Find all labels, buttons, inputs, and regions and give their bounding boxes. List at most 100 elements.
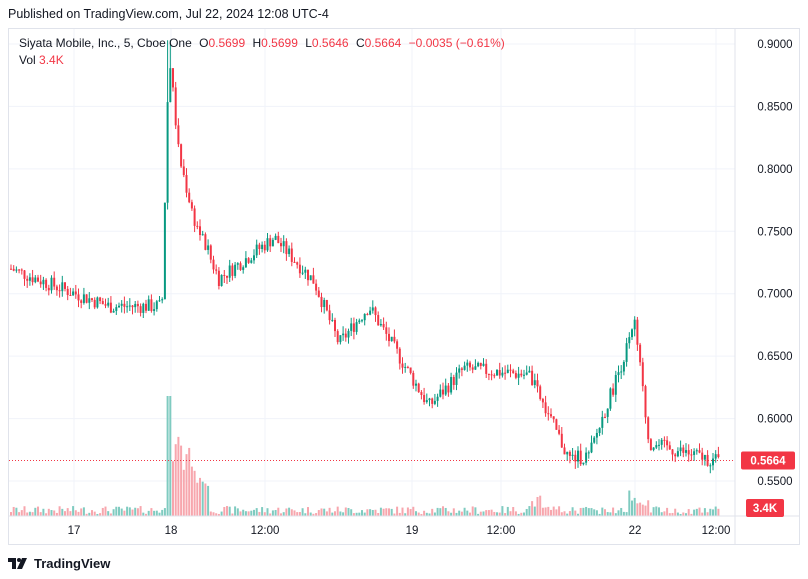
volume-bar xyxy=(371,509,374,516)
candle-body xyxy=(374,307,377,316)
candle-body xyxy=(177,125,180,145)
candle-body xyxy=(101,301,104,305)
time-axis[interactable]: 17 18 12:00 19 12:00 22 12:00 xyxy=(68,525,731,537)
candle-body xyxy=(107,302,110,306)
volume-bar xyxy=(617,510,620,516)
candle-body xyxy=(622,361,625,372)
volume-bar xyxy=(482,511,485,516)
candle-body xyxy=(474,366,477,370)
volume-bar xyxy=(693,509,696,516)
volume-bar xyxy=(363,512,366,516)
volume-bar xyxy=(463,507,466,516)
volume-bar xyxy=(118,506,120,516)
volume-bar xyxy=(377,513,380,516)
volume-bar xyxy=(93,511,96,516)
candle-body xyxy=(436,396,439,401)
volume-bar xyxy=(566,513,569,516)
candle-body xyxy=(371,307,374,311)
candle-body xyxy=(253,255,255,261)
candle-body xyxy=(625,343,628,362)
price-chart[interactable]: 0.9000 0.8500 0.8000 0.7500 0.7000 0.6500 0.60… xyxy=(9,29,799,544)
chart-pane[interactable]: 0.9000 0.8500 0.8000 0.7500 0.7000 0.6500 0.60… xyxy=(8,28,800,545)
price-tick-label: 0.6000 xyxy=(757,414,792,426)
volume-bar xyxy=(258,511,261,516)
volume-bar xyxy=(701,512,704,516)
candle-body xyxy=(628,337,631,344)
volume-bar xyxy=(269,513,272,516)
volume-bar xyxy=(112,509,115,516)
candle-body xyxy=(169,68,172,103)
volume-bar xyxy=(609,512,612,516)
candle-body xyxy=(123,303,126,307)
tradingview-brand[interactable]: TradingView xyxy=(8,553,110,573)
time-tick-label: 22 xyxy=(629,525,642,537)
volume-bar xyxy=(347,507,350,516)
candle-body xyxy=(644,386,647,418)
candle-body xyxy=(336,331,339,343)
volume-bar xyxy=(412,506,415,516)
legend-symbol[interactable]: Siyata Mobile, Inc., 5, Cboe One xyxy=(19,36,192,50)
candle-body xyxy=(23,270,26,279)
volume-bar xyxy=(512,507,515,516)
legend-row-volume: Vol 3.4K xyxy=(19,52,505,68)
legend-vol-value: 3.4K xyxy=(39,53,64,67)
volume-bar xyxy=(261,507,264,516)
candle-body xyxy=(687,450,690,455)
volume-bar xyxy=(628,490,631,516)
candle-body xyxy=(66,288,69,296)
volume-bar xyxy=(196,482,199,516)
legend-high-value: 0.5699 xyxy=(261,36,298,50)
time-tick-label: 17 xyxy=(68,525,81,537)
candle-body xyxy=(455,372,458,385)
volume-badge-bg xyxy=(746,499,784,517)
candle-body xyxy=(201,234,204,236)
candle-body xyxy=(487,373,490,375)
volume-bar xyxy=(393,513,396,516)
candle-body xyxy=(15,269,18,271)
candle-body xyxy=(199,226,201,236)
candle-body xyxy=(396,341,399,349)
volume-bar xyxy=(523,512,525,516)
volume-bar xyxy=(379,507,382,516)
candle-body xyxy=(145,303,147,311)
candle-body xyxy=(477,362,480,367)
candle-body xyxy=(128,305,131,307)
legend-vol-label[interactable]: Vol xyxy=(19,53,36,67)
volume-bar xyxy=(128,507,131,516)
volume-bar xyxy=(301,508,304,516)
candle-body xyxy=(458,368,461,373)
candle-body xyxy=(390,336,393,342)
volume-bar xyxy=(104,506,107,516)
candle-body xyxy=(523,374,525,376)
candle-body xyxy=(50,277,53,291)
candle-body xyxy=(204,234,207,250)
candle-body xyxy=(690,454,693,456)
volume-bar xyxy=(636,503,639,516)
volume-bar xyxy=(479,511,482,516)
price-axis[interactable]: 0.9000 0.8500 0.8000 0.7500 0.7000 0.6500 0.60… xyxy=(757,39,792,488)
candle-body xyxy=(482,363,485,366)
candle-body xyxy=(601,416,604,428)
volume-bar xyxy=(209,511,212,516)
candle-body xyxy=(350,323,353,331)
volume-bar xyxy=(585,506,588,516)
volume-bar xyxy=(174,444,177,516)
volume-bar xyxy=(39,512,42,516)
volume-bar xyxy=(533,506,536,516)
volume-bar xyxy=(620,507,623,516)
volume-bar xyxy=(315,513,318,516)
candle-body xyxy=(185,175,188,193)
volume-bar xyxy=(150,508,153,516)
candle-body xyxy=(328,310,331,321)
candle-body xyxy=(536,380,539,387)
candle-body xyxy=(709,465,712,467)
volume-bar xyxy=(290,509,293,516)
candle-body xyxy=(320,296,323,308)
candle-body xyxy=(676,451,679,457)
candle-body xyxy=(120,303,123,306)
volume-bar xyxy=(298,512,301,516)
candle-body xyxy=(139,306,142,313)
candle-body xyxy=(180,144,183,167)
candle-body xyxy=(663,439,666,441)
volume-bar xyxy=(307,507,309,516)
